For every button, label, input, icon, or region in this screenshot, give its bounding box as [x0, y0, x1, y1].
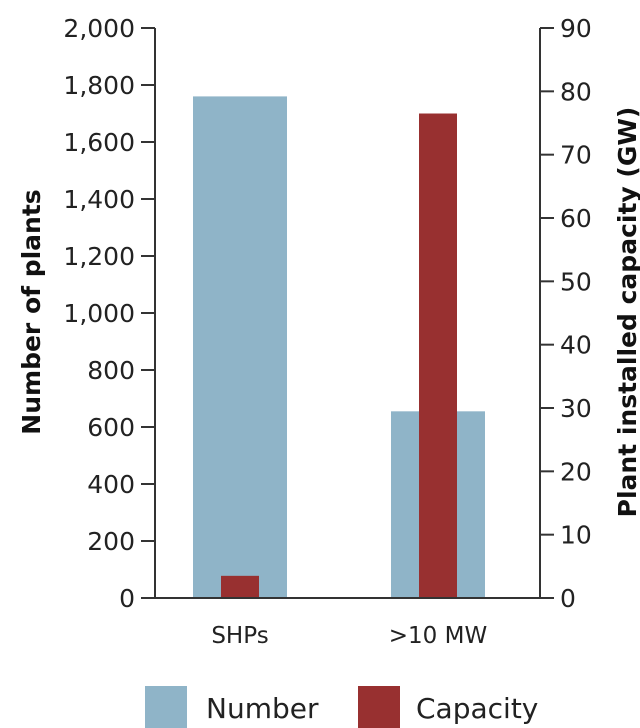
- left-tick-label: 200: [87, 527, 135, 556]
- legend-swatch-0: [145, 686, 187, 728]
- left-ticks-group: 0 200 400 600 800 1,000 1,200 1,400 1,600 1,800 2,…: [63, 14, 155, 613]
- bars-group: [193, 96, 485, 599]
- right-tick-label: 30: [560, 394, 592, 423]
- right-ticks-group: 0 10 20 30 40 50 60 70 80 90: [540, 14, 592, 613]
- right-tick-label: 40: [560, 331, 592, 360]
- left-tick-label: 800: [87, 356, 135, 385]
- left-tick-label: 600: [87, 413, 135, 442]
- right-tick-label: 10: [560, 521, 592, 550]
- left-tick-label: 1,800: [63, 71, 135, 100]
- category-labels-group: SHPs >10 MW: [211, 623, 487, 649]
- legend-label-1: Capacity: [416, 692, 538, 725]
- left-tick-label: 0: [119, 584, 135, 613]
- category-label: >10 MW: [389, 623, 487, 649]
- category-label: SHPs: [211, 623, 268, 649]
- bar-capacity-0: [221, 575, 259, 598]
- left-tick-label: 1,600: [63, 128, 135, 157]
- right-tick-label: 80: [560, 77, 592, 106]
- y2-axis-title: Plant installed capacity (GW): [613, 107, 640, 518]
- y-axis-title: Number of plants: [17, 189, 46, 434]
- right-tick-label: 50: [560, 267, 592, 296]
- bar-number-0: [193, 96, 287, 599]
- bar-capacity-1: [419, 113, 457, 598]
- left-tick-label: 1,200: [63, 242, 135, 271]
- left-tick-label: 1,000: [63, 299, 135, 328]
- right-tick-label: 70: [560, 141, 592, 170]
- left-tick-label: 1,400: [63, 185, 135, 214]
- legend-swatch-1: [358, 686, 400, 728]
- right-tick-label: 60: [560, 204, 592, 233]
- right-tick-label: 20: [560, 457, 592, 486]
- left-tick-label: 400: [87, 470, 135, 499]
- right-tick-label: 0: [560, 584, 576, 613]
- legend: Number Capacity: [145, 686, 538, 728]
- right-tick-label: 90: [560, 14, 592, 43]
- left-tick-label: 2,000: [63, 14, 135, 43]
- legend-label-0: Number: [206, 692, 319, 725]
